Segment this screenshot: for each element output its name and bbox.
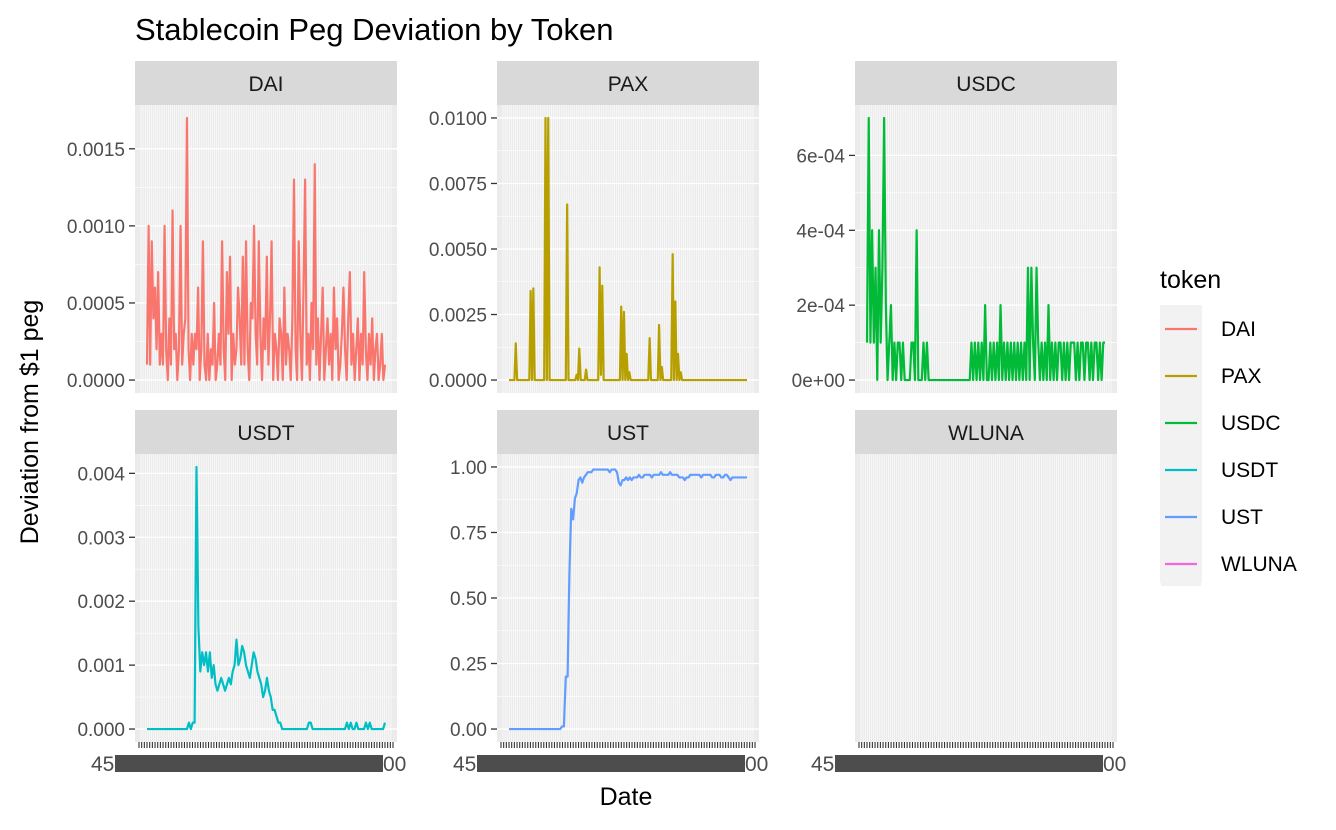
- legend-title: token: [1160, 266, 1221, 294]
- y-tick-label: 0.25: [450, 655, 487, 676]
- y-tick-label: 0.0005: [67, 294, 125, 315]
- y-tick-label: 0.003: [77, 528, 125, 549]
- y-tick-label: 0.004: [77, 464, 125, 485]
- x-axis-ticks: 45 00: [811, 742, 1126, 776]
- x-tick-label: 45: [453, 753, 476, 776]
- x-tick-label: 00: [383, 753, 406, 776]
- x-tick-label: 45: [91, 753, 114, 776]
- facet-strip-label: USDC: [956, 73, 1016, 96]
- facet-panel-dai: DAI 0.0000 0.0005 0.0010 0.0015: [67, 61, 397, 393]
- facet-strip: [497, 61, 759, 105]
- facet-panel-ust: UST 0.00 0.25 0.50 0.75 1.00 45 00: [450, 410, 768, 776]
- facet-panel-wluna: WLUNA 45 00: [811, 410, 1126, 776]
- facet-panels: DAI0.00000.00050.00100.0015PAX0.00000.00…: [67, 61, 1126, 776]
- legend-label: USDC: [1221, 412, 1281, 435]
- facet-panel-pax: PAX 0.0000 0.0025 0.0050 0.0075 0.0100: [429, 61, 759, 393]
- y-tick-label: 2e-04: [796, 296, 845, 317]
- y-tick-label: 0.75: [450, 523, 487, 544]
- y-tick-label: 0.0100: [429, 109, 487, 130]
- y-tick-label: 0.001: [77, 656, 125, 677]
- y-tick-label: 0.0000: [429, 371, 487, 392]
- facet-strip-label: UST: [607, 422, 649, 445]
- facet-strip-label: USDT: [237, 422, 294, 445]
- x-axis-title: Date: [600, 783, 653, 811]
- legend-label: UST: [1221, 506, 1263, 529]
- x-tick-label: 45: [811, 753, 834, 776]
- facet-panel-usdc: USDC 0e+00 2e-04 4e-04 6e-04: [792, 61, 1117, 393]
- facet-strip: [497, 410, 759, 454]
- facet-panel-usdt: USDT 0.000 0.001 0.002 0.003 0.004 45 00: [77, 410, 406, 776]
- series-line-usdc: [865, 116, 1105, 382]
- panel-background: [135, 454, 397, 742]
- x-tick-label: [477, 755, 745, 772]
- y-tick-label: 0.0000: [67, 371, 125, 392]
- series-line-usdt: [147, 465, 387, 731]
- panel-background: [855, 454, 1117, 742]
- legend-label: PAX: [1221, 365, 1261, 388]
- y-tick-label: 1.00: [450, 458, 487, 479]
- y-tick-label: 0e+00: [792, 371, 845, 392]
- y-tick-label: 0.002: [77, 592, 125, 613]
- legend-label: DAI: [1221, 318, 1256, 341]
- y-tick-label: 6e-04: [796, 146, 845, 167]
- facet-strip: [855, 410, 1117, 454]
- facet-strip-label: PAX: [608, 73, 648, 96]
- y-tick-label: 0.0050: [429, 240, 487, 261]
- y-tick-label: 0.0025: [429, 306, 487, 327]
- x-tick-label: 00: [745, 753, 768, 776]
- y-tick-label: 0.50: [450, 589, 487, 610]
- x-tick-label: 00: [1103, 753, 1126, 776]
- facet-strip: [135, 410, 397, 454]
- facet-strip-label: WLUNA: [948, 422, 1024, 445]
- x-axis-ticks: 45 00: [453, 742, 768, 776]
- series-line-dai: [145, 116, 387, 382]
- y-tick-label: 0.00: [450, 720, 487, 741]
- chart-title: Stablecoin Peg Deviation by Token: [135, 12, 614, 47]
- y-tick-label: 0.0015: [67, 140, 125, 161]
- facet-strip: [135, 61, 397, 105]
- x-axis-ticks: 45 00: [91, 742, 406, 776]
- facet-strip-label: DAI: [248, 73, 283, 96]
- y-tick-label: 4e-04: [796, 221, 845, 242]
- y-tick-label: 0.000: [77, 720, 125, 741]
- legend-label: USDT: [1221, 459, 1278, 482]
- y-tick-label: 0.0010: [67, 217, 125, 238]
- x-tick-label: [115, 755, 383, 772]
- series-line-ust: [509, 468, 747, 731]
- x-tick-label: [835, 755, 1103, 772]
- y-axis-title: Deviation from $1 peg: [16, 300, 44, 545]
- facet-strip: [855, 61, 1117, 105]
- series-line-pax: [509, 116, 747, 382]
- legend-label: WLUNA: [1221, 553, 1297, 576]
- y-tick-label: 0.0075: [429, 174, 487, 195]
- legend: token DAI PAX USDC USDT UST WLUNA: [1160, 266, 1297, 586]
